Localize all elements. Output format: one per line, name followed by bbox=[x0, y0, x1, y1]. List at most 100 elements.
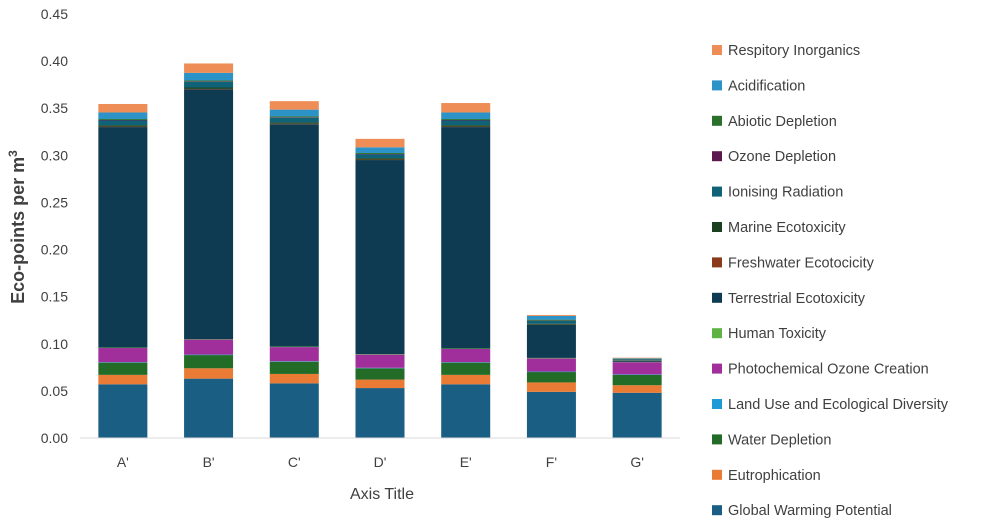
y-tick-label: 0.45 bbox=[41, 6, 68, 22]
legend-label: Land Use and Ecological Diversity bbox=[728, 397, 949, 413]
y-axis-title-text: Eco-points per m bbox=[8, 157, 28, 304]
x-axis-title: Axis Title bbox=[350, 486, 414, 503]
bar-segment bbox=[184, 355, 234, 369]
bar-segment bbox=[269, 347, 319, 362]
bar-segment bbox=[98, 103, 148, 113]
y-axis-title: Eco-points per m3 bbox=[6, 150, 28, 304]
bar-segment bbox=[184, 87, 234, 89]
bar-segment bbox=[98, 112, 148, 120]
bar-segment bbox=[612, 359, 662, 361]
bar-segment bbox=[184, 80, 234, 82]
legend-swatch bbox=[712, 469, 722, 480]
bar-segment bbox=[441, 362, 491, 375]
bar-segment bbox=[98, 119, 148, 120]
legend-swatch bbox=[712, 80, 722, 91]
bar-segment bbox=[526, 314, 576, 316]
y-axis-title-superscript: 3 bbox=[6, 150, 20, 157]
bar-segment bbox=[269, 361, 319, 374]
bar-segment bbox=[184, 81, 234, 88]
bar-segment bbox=[98, 384, 148, 438]
bar-segment bbox=[441, 112, 491, 120]
bar-segment bbox=[184, 63, 234, 73]
x-tick-label: F' bbox=[546, 454, 557, 470]
x-tick-label: A' bbox=[117, 454, 129, 470]
legend-swatch bbox=[712, 292, 722, 303]
bar-segment bbox=[526, 323, 576, 325]
legend-label: Acidification bbox=[728, 78, 805, 94]
bar-segment bbox=[355, 354, 405, 368]
bar-segment bbox=[526, 372, 576, 383]
bar-segment bbox=[98, 374, 148, 385]
bar-segment bbox=[355, 138, 405, 148]
bar-segment bbox=[98, 362, 148, 375]
y-tick-label: 0.35 bbox=[41, 100, 68, 116]
bar-segment bbox=[98, 348, 148, 363]
legend-label: Water Depletion bbox=[728, 432, 831, 448]
bar-segment bbox=[441, 120, 491, 126]
legend-swatch bbox=[712, 186, 722, 197]
bar-segment bbox=[98, 120, 148, 126]
x-tick-label: C' bbox=[288, 454, 301, 470]
bar-segment bbox=[526, 358, 576, 372]
y-tick-label: 0.10 bbox=[41, 336, 68, 352]
y-tick-label: 0.00 bbox=[41, 430, 68, 446]
legend-label: Global Warming Potential bbox=[728, 503, 892, 519]
bar-segment bbox=[98, 125, 148, 127]
legend-swatch bbox=[712, 222, 722, 232]
legend-label: Freshwater Ecotocicity bbox=[728, 255, 875, 271]
bar-segment bbox=[269, 373, 319, 384]
legend-label: Marine Ecotoxicity bbox=[728, 220, 846, 236]
y-axis-ticks: 0.00 0.05 0.10 0.15 0.20 0.25 0.30 0.35 0.40 0.45 bbox=[41, 6, 68, 446]
x-tick-label: E' bbox=[460, 454, 472, 470]
bar-segment bbox=[269, 124, 319, 347]
legend-swatch bbox=[712, 505, 722, 516]
legend-swatch bbox=[712, 363, 722, 374]
legend-label: Eutrophication bbox=[728, 468, 821, 484]
legend-label: Respitory Inorganics bbox=[728, 43, 860, 59]
bar-segment bbox=[526, 320, 576, 324]
bar-segment bbox=[269, 122, 319, 124]
legend-label: Terrestrial Ecotoxicity bbox=[728, 291, 866, 307]
bar-segment bbox=[355, 147, 405, 153]
bar-segment bbox=[269, 116, 319, 118]
bar-segment bbox=[612, 374, 662, 386]
bar-segment bbox=[269, 383, 319, 438]
y-tick-label: 0.15 bbox=[41, 289, 68, 305]
legend-swatch bbox=[712, 328, 722, 339]
bar-segment bbox=[526, 315, 576, 320]
legend-swatch bbox=[712, 151, 722, 162]
bar-segment bbox=[269, 109, 319, 117]
bar-segment bbox=[184, 89, 234, 340]
y-tick-label: 0.05 bbox=[41, 383, 68, 399]
legend-swatch bbox=[712, 257, 722, 268]
bar-segment bbox=[612, 385, 662, 393]
bar-segment bbox=[612, 360, 662, 362]
legend-swatch bbox=[712, 399, 722, 409]
legend: Respitory Inorganics Acidification Abiotic… bbox=[712, 43, 949, 519]
legend-swatch bbox=[712, 434, 722, 445]
bar-segment bbox=[441, 374, 491, 385]
bar-segment bbox=[526, 382, 576, 392]
y-tick-label: 0.20 bbox=[41, 242, 68, 258]
bar-segment bbox=[184, 339, 234, 355]
y-tick-label: 0.25 bbox=[41, 194, 68, 210]
bar-segment bbox=[441, 125, 491, 127]
bar-segment bbox=[441, 119, 491, 120]
bar-segment bbox=[184, 72, 234, 81]
bar-segment bbox=[98, 127, 148, 348]
bars-layer bbox=[98, 63, 662, 438]
bar-segment bbox=[184, 378, 234, 438]
bar-segment bbox=[441, 127, 491, 349]
bar-segment bbox=[526, 391, 576, 438]
bar-segment bbox=[355, 368, 405, 380]
bar-segment bbox=[612, 362, 662, 375]
bar-segment bbox=[184, 368, 234, 379]
legend-label: Photochemical Ozone Creation bbox=[728, 362, 929, 378]
x-axis-ticks: A' B' C' D' E' F' G' bbox=[117, 454, 644, 470]
bar-segment bbox=[441, 384, 491, 438]
legend-swatch bbox=[712, 115, 722, 126]
bar-segment bbox=[355, 388, 405, 438]
bar-segment bbox=[355, 160, 405, 355]
bar-segment bbox=[355, 158, 405, 160]
